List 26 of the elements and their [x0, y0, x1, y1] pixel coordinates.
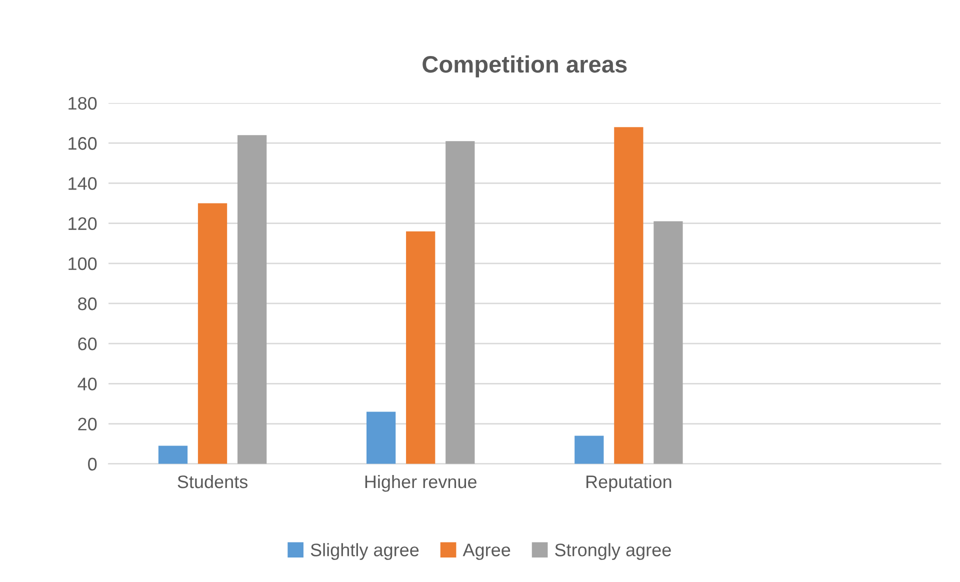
legend-label: Strongly agree	[555, 543, 671, 560]
bar	[366, 412, 396, 464]
y-tick-label: 60	[78, 338, 97, 350]
bar	[574, 436, 604, 464]
legend-label: Agree	[462, 544, 510, 560]
bar	[198, 203, 228, 464]
legend-label: Slightly agree	[310, 543, 419, 560]
x-tick-label: Reputation	[586, 474, 672, 492]
y-tick-label: 20	[78, 418, 97, 430]
x-tick-label: Students	[178, 474, 248, 488]
bar	[158, 446, 188, 464]
bar	[406, 231, 436, 464]
y-tick-label: 120	[68, 217, 97, 230]
bar	[446, 141, 475, 464]
y-tick-label: 180	[68, 96, 97, 110]
bar	[614, 127, 644, 464]
chart-title: Competition areas	[422, 55, 627, 78]
y-tick-label: 140	[68, 177, 97, 190]
y-tick-label: 100	[68, 257, 97, 270]
y-tick-label: 0	[88, 458, 97, 471]
bar	[654, 221, 683, 464]
bar	[237, 135, 267, 464]
y-tick-label: 80	[78, 297, 97, 310]
y-tick-label: 40	[78, 378, 97, 390]
y-tick-label: 160	[68, 137, 97, 150]
x-tick-label: Higher revnue	[365, 474, 477, 492]
